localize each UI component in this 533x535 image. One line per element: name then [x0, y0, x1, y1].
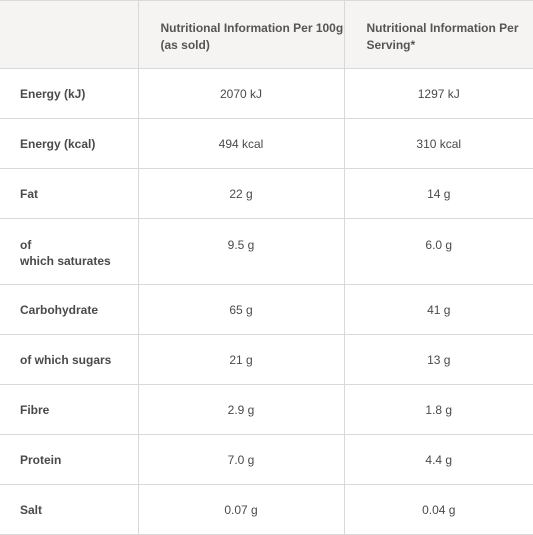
row-label-protein: Protein — [0, 434, 138, 485]
value-per-serving: 4.4 g — [343, 434, 533, 485]
row-label-saturates-line1: of — [20, 238, 32, 252]
table-row: Energy (kcal) 494 kcal 310 kcal — [0, 118, 533, 169]
value-per-serving: 14 g — [343, 168, 533, 219]
row-label-salt: Salt — [0, 484, 138, 535]
table-row: Protein 7.0 g 4.4 g — [0, 434, 533, 485]
value-per-100g: 2.9 g — [137, 384, 344, 435]
value-per-100g: 494 kcal — [137, 118, 344, 169]
row-label-saturates-line2: which saturates — [20, 254, 111, 268]
value-per-100g: 22 g — [137, 168, 344, 219]
value-per-100g: 7.0 g — [137, 434, 344, 485]
row-label-fat: Fat — [0, 168, 138, 219]
table-row: Carbohydrate 65 g 41 g — [0, 284, 533, 335]
value-per-100g: 0.07 g — [137, 484, 344, 535]
table-header-row: Nutritional Information Per 100g (as sol… — [0, 0, 533, 69]
row-label-fibre: Fibre — [0, 384, 138, 435]
value-per-serving: 0.04 g — [343, 484, 533, 535]
header-per-serving: Nutritional Information Per Serving* — [343, 0, 533, 69]
value-per-100g: 9.5 g — [137, 218, 344, 285]
value-per-serving: 6.0 g — [343, 218, 533, 285]
header-per-100g: Nutritional Information Per 100g (as sol… — [137, 0, 344, 69]
value-per-100g: 21 g — [137, 334, 344, 385]
row-label-carbohydrate: Carbohydrate — [0, 284, 138, 335]
table-row: Fat 22 g 14 g — [0, 168, 533, 219]
table-row: Salt 0.07 g 0.04 g — [0, 484, 533, 535]
header-corner-cell — [0, 0, 138, 69]
table-row: of which saturates 9.5 g 6.0 g — [0, 218, 533, 285]
value-per-serving: 1.8 g — [343, 384, 533, 435]
value-per-serving: 13 g — [343, 334, 533, 385]
row-label-energy-kcal: Energy (kcal) — [0, 118, 138, 169]
row-label-sugars: of which sugars — [0, 334, 138, 385]
value-per-serving: 310 kcal — [343, 118, 533, 169]
row-label-saturates: of which saturates — [0, 218, 138, 285]
table-row: Energy (kJ) 2070 kJ 1297 kJ — [0, 68, 533, 119]
value-per-serving: 41 g — [343, 284, 533, 335]
table-row: Fibre 2.9 g 1.8 g — [0, 384, 533, 435]
value-per-100g: 65 g — [137, 284, 344, 335]
table-row: of which sugars 21 g 13 g — [0, 334, 533, 385]
value-per-100g: 2070 kJ — [137, 68, 344, 119]
value-per-serving: 1297 kJ — [343, 68, 533, 119]
row-label-energy-kj: Energy (kJ) — [0, 68, 138, 119]
